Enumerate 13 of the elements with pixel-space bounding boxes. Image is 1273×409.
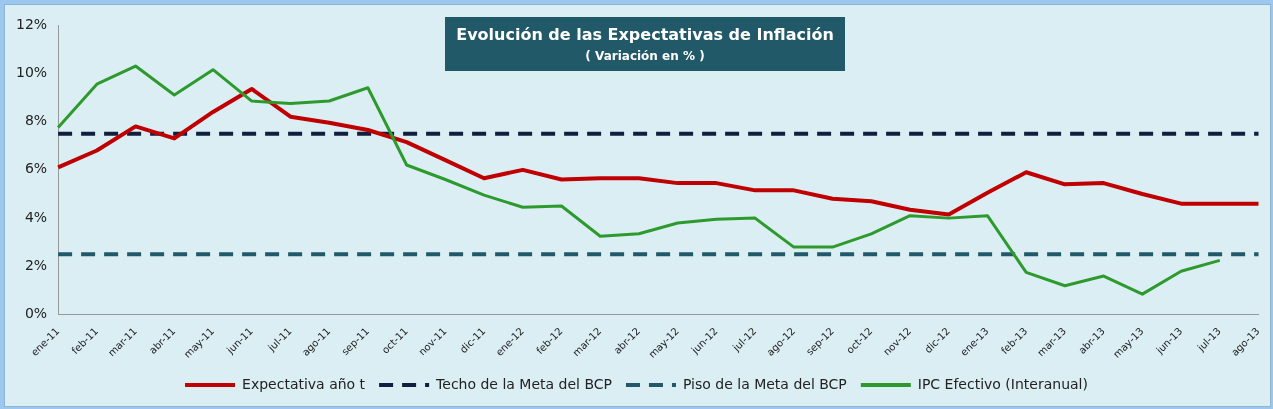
legend-label: Techo de la Meta del BCP	[435, 375, 612, 392]
legend-label: IPC Efectivo (Interanual)	[917, 375, 1088, 392]
y-tick-label: 2%	[24, 257, 48, 274]
y-tick-label: 6%	[24, 160, 48, 177]
y-tick-label: 12%	[15, 15, 48, 32]
y-tick-label: 0%	[24, 305, 48, 322]
text: ( Variación en % )	[584, 49, 706, 63]
legend-label: Piso de la Meta del BCP	[682, 375, 847, 392]
y-tick-label: 4%	[24, 208, 48, 225]
y-tick-label: 8%	[24, 112, 48, 129]
y-tick-label: 10%	[15, 63, 48, 80]
legend-label: Expectativa año t	[242, 375, 366, 392]
chart-title: Evolución de las Expectativas de Inflación	[455, 24, 835, 44]
